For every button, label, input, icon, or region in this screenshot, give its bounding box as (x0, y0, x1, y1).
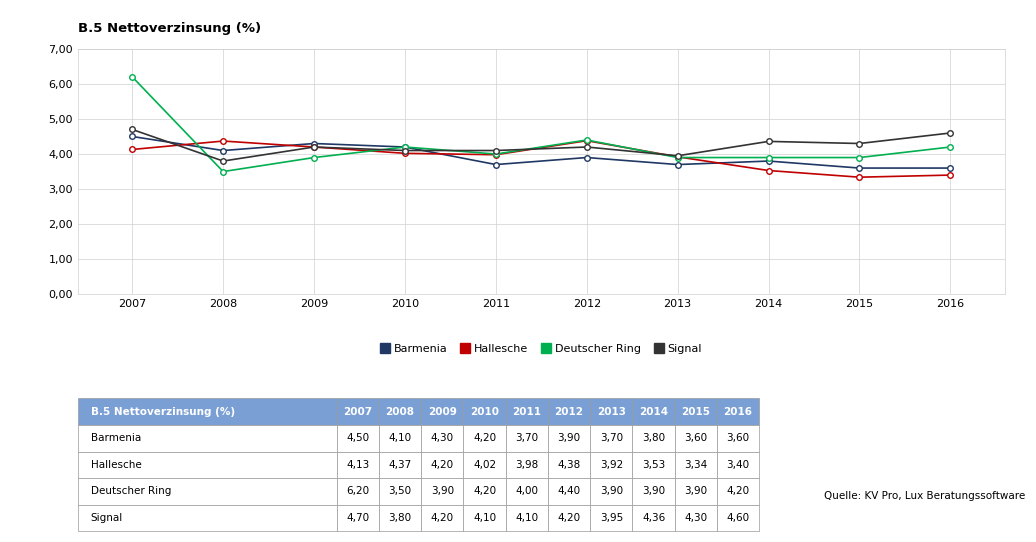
Hallesche (308, 144, 320, 150)
Barmenia (217, 147, 229, 154)
Signal (580, 144, 593, 150)
Hallesche (944, 172, 956, 178)
Hallesche (217, 138, 229, 144)
Deutscher Ring (854, 154, 866, 161)
Hallesche (854, 174, 866, 180)
Barmenia (126, 133, 139, 140)
Hallesche (399, 150, 411, 157)
Deutscher Ring (944, 144, 956, 150)
Hallesche (126, 146, 139, 153)
Line: Deutscher Ring: Deutscher Ring (130, 74, 953, 175)
Barmenia (399, 144, 411, 150)
Barmenia (308, 140, 320, 147)
Barmenia (854, 165, 866, 171)
Barmenia (490, 162, 502, 168)
Line: Barmenia: Barmenia (130, 134, 953, 171)
Deutscher Ring (762, 154, 775, 161)
Barmenia (944, 165, 956, 171)
Deutscher Ring (580, 137, 593, 143)
Signal (126, 126, 139, 133)
Deutscher Ring (490, 151, 502, 157)
Signal (217, 158, 229, 164)
Hallesche (490, 151, 502, 158)
Deutscher Ring (671, 154, 684, 161)
Deutscher Ring (126, 74, 139, 80)
Signal (762, 138, 775, 145)
Deutscher Ring (308, 154, 320, 161)
Signal (854, 140, 866, 147)
Signal (399, 147, 411, 154)
Signal (308, 144, 320, 150)
Deutscher Ring (399, 144, 411, 150)
Barmenia (671, 162, 684, 168)
Text: Quelle: KV Pro, Lux Beratungssoftware: Quelle: KV Pro, Lux Beratungssoftware (824, 491, 1025, 501)
Signal (490, 147, 502, 154)
Text: B.5 Nettoverzinsung (%): B.5 Nettoverzinsung (%) (78, 22, 261, 35)
Line: Hallesche: Hallesche (130, 138, 953, 180)
Hallesche (671, 153, 684, 160)
Barmenia (762, 158, 775, 164)
Deutscher Ring (217, 169, 229, 175)
Hallesche (580, 138, 593, 144)
Barmenia (580, 154, 593, 161)
Legend: Barmenia, Hallesche, Deutscher Ring, Signal: Barmenia, Hallesche, Deutscher Ring, Sig… (376, 339, 707, 358)
Signal (671, 152, 684, 159)
Line: Signal: Signal (130, 127, 953, 164)
Signal (944, 130, 956, 136)
Hallesche (762, 167, 775, 174)
